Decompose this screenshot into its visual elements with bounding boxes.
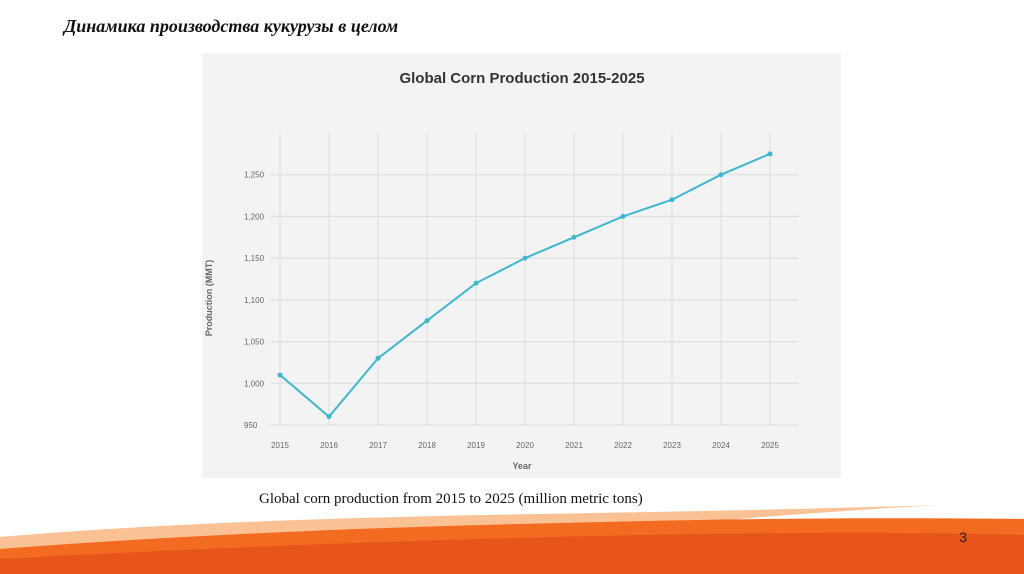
page-number: 3 <box>959 529 967 545</box>
y-tick-label: 1,100 <box>244 296 265 305</box>
x-tick-label: 2024 <box>712 441 730 450</box>
chart-caption: Global corn production from 2015 to 2025… <box>259 491 643 507</box>
data-points <box>277 151 773 420</box>
slide-title: Динамика производства кукурузы в целом <box>64 16 399 36</box>
x-tick-label: 2015 <box>271 441 289 450</box>
x-tick-label: 2025 <box>761 441 779 450</box>
data-point <box>522 255 528 261</box>
y-tick-label: 1,250 <box>244 171 265 180</box>
data-point <box>424 318 430 324</box>
x-tick-label: 2021 <box>565 441 583 450</box>
y-axis-ticks: 950 1,000 1,050 1,100 1,150 1,200 1,250 <box>244 171 265 430</box>
data-point <box>571 234 577 240</box>
y-tick-label: 1,150 <box>244 254 265 263</box>
data-point <box>473 280 479 286</box>
x-axis-ticks: 2015 2016 2017 2018 2019 2020 2021 2022 2023 2024… <box>271 441 779 450</box>
data-point <box>326 414 332 420</box>
line-chart: Global Corn Production 2015-2025 950 1,00… <box>204 70 798 471</box>
chart-panel: Global Corn Production 2015-2025 950 1,00… <box>202 53 841 478</box>
x-tick-label: 2017 <box>369 441 387 450</box>
data-point <box>718 172 724 178</box>
data-point <box>375 355 381 361</box>
grid-layer <box>270 133 798 426</box>
data-point <box>620 213 626 219</box>
x-tick-label: 2020 <box>516 441 534 450</box>
x-axis-label: Year <box>512 461 532 471</box>
data-point <box>669 197 675 203</box>
data-point <box>277 372 283 378</box>
decorative-wave <box>0 505 1024 574</box>
wave-dark-band <box>0 532 1024 574</box>
data-point <box>767 151 773 157</box>
x-tick-label: 2018 <box>418 441 436 450</box>
x-tick-label: 2019 <box>467 441 485 450</box>
y-tick-label: 1,000 <box>244 379 265 388</box>
y-tick-label: 1,200 <box>244 212 265 221</box>
x-tick-label: 2022 <box>614 441 632 450</box>
y-tick-label: 950 <box>244 421 258 430</box>
y-tick-label: 1,050 <box>244 338 265 347</box>
chart-title: Global Corn Production 2015-2025 <box>399 70 644 87</box>
x-tick-label: 2016 <box>320 441 338 450</box>
y-axis-label: Production (MMT) <box>204 260 214 336</box>
x-tick-label: 2023 <box>663 441 681 450</box>
